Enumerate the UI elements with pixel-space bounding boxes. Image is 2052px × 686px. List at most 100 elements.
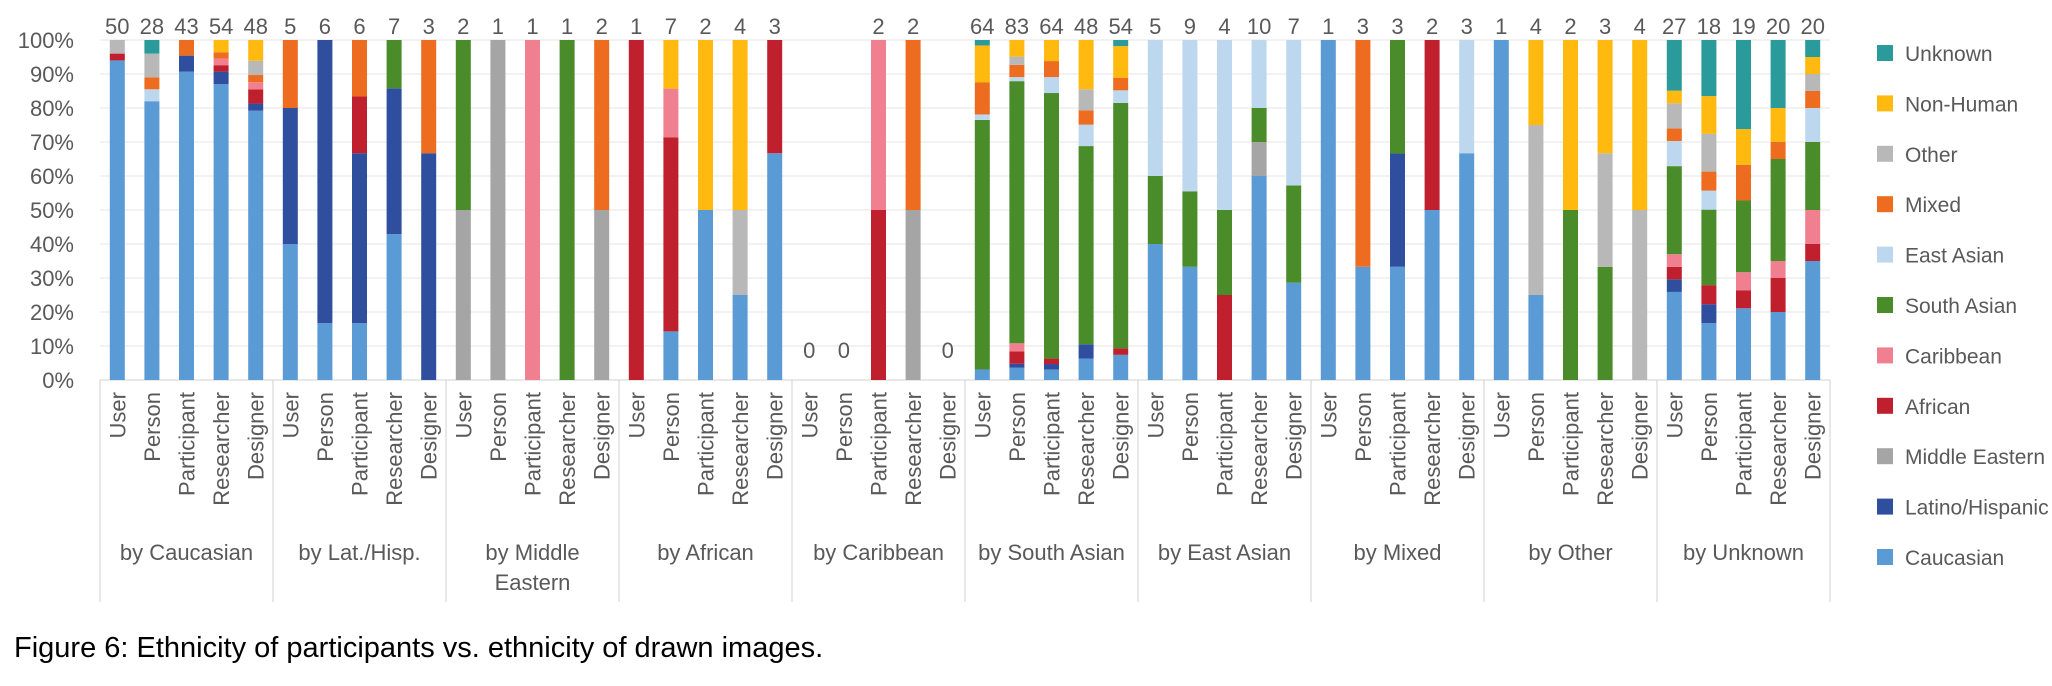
x-tick-label: User bbox=[970, 392, 995, 438]
bar-segment bbox=[213, 52, 229, 59]
data-label: 4 bbox=[734, 14, 746, 39]
data-label: 3 bbox=[1599, 14, 1611, 39]
bar-segment bbox=[1736, 308, 1751, 380]
bar-segment bbox=[421, 153, 437, 380]
x-tick-label: Person bbox=[140, 392, 165, 462]
bar-segment bbox=[1078, 89, 1094, 111]
x-tick-label: Designer bbox=[936, 392, 961, 480]
bar-segment bbox=[1078, 358, 1094, 380]
group-label-line: by Other bbox=[1528, 540, 1612, 565]
bar-segment bbox=[386, 40, 402, 89]
bar-segment bbox=[109, 53, 125, 61]
x-tick-label: Researcher bbox=[728, 392, 753, 506]
x-tick-label: User bbox=[105, 392, 130, 438]
y-tick-label: 10% bbox=[30, 334, 74, 359]
bar-segment bbox=[386, 88, 402, 235]
bar-segment bbox=[1044, 364, 1059, 370]
bar-segment bbox=[1044, 77, 1059, 94]
legend-swatch bbox=[1877, 95, 1893, 112]
legend-label: Non-Human bbox=[1905, 93, 2018, 116]
x-tick-label: Participant bbox=[1386, 392, 1411, 496]
bar-segment bbox=[1666, 166, 1682, 255]
data-label: 20 bbox=[1766, 14, 1790, 39]
bar-segment bbox=[1805, 108, 1821, 142]
bar-segment bbox=[248, 82, 264, 90]
legend-label: Mixed bbox=[1905, 194, 1961, 217]
x-tick-label: Participant bbox=[694, 392, 719, 496]
x-tick-label: Participant bbox=[1559, 392, 1584, 496]
bar-segment bbox=[1009, 40, 1025, 57]
x-tick-label: Participant bbox=[1040, 392, 1065, 496]
bar-segment bbox=[213, 58, 229, 66]
bar-segment bbox=[1286, 185, 1302, 283]
bar-segment bbox=[213, 84, 229, 380]
x-tick-label: User bbox=[624, 392, 649, 438]
data-label: 64 bbox=[970, 14, 994, 39]
bar-segment bbox=[732, 40, 748, 210]
data-label: 1 bbox=[1322, 14, 1334, 39]
group-label: by Caucasian bbox=[120, 540, 253, 565]
bar-segment bbox=[1666, 40, 1682, 91]
bar-segment bbox=[1251, 40, 1267, 108]
data-label: 7 bbox=[665, 14, 677, 39]
bar-segment bbox=[282, 244, 298, 380]
bar-segment bbox=[248, 103, 264, 111]
bar-segment bbox=[1805, 142, 1821, 210]
bar-segment bbox=[179, 55, 194, 72]
data-label: 64 bbox=[1039, 14, 1063, 39]
bar-segment bbox=[1632, 210, 1648, 380]
bar-segment bbox=[663, 137, 679, 332]
bar-segment bbox=[1493, 40, 1509, 380]
bar-segment bbox=[1666, 279, 1682, 292]
x-tick-label: User bbox=[278, 392, 303, 438]
bar-segment bbox=[1286, 282, 1302, 380]
bar-segment bbox=[1770, 159, 1786, 261]
group-label: by South Asian bbox=[978, 540, 1125, 565]
bar-segment bbox=[1736, 272, 1751, 291]
bar-segment bbox=[282, 40, 298, 108]
y-tick-label: 60% bbox=[30, 164, 74, 189]
bar-segment bbox=[386, 234, 402, 380]
bar-segment bbox=[1805, 244, 1821, 261]
bar-segment bbox=[1563, 210, 1578, 380]
bar-segment bbox=[1078, 146, 1094, 345]
bar-segment bbox=[213, 65, 229, 72]
data-label: 3 bbox=[1461, 14, 1473, 39]
bar-segment bbox=[1805, 57, 1821, 74]
x-tick-label: Person bbox=[1005, 392, 1030, 462]
bar-segment bbox=[1113, 90, 1129, 103]
y-tick-label: 70% bbox=[30, 130, 74, 155]
group-label: by Middle Eastern bbox=[485, 540, 579, 595]
bar-segment bbox=[905, 40, 921, 210]
x-tick-label: User bbox=[1316, 392, 1341, 438]
bar-segment bbox=[732, 295, 748, 380]
x-tick-label: User bbox=[797, 392, 822, 438]
group-label-line: by Unknown bbox=[1683, 540, 1804, 565]
x-tick-label: Person bbox=[1524, 392, 1549, 462]
bar-segment bbox=[1736, 164, 1751, 201]
bar-segment bbox=[1805, 210, 1821, 244]
bar-segment bbox=[1666, 266, 1682, 280]
bar-segment bbox=[1597, 153, 1613, 267]
x-tick-label: Designer bbox=[417, 392, 442, 480]
bar-segment bbox=[1113, 354, 1129, 380]
x-tick-label: Person bbox=[1178, 392, 1203, 462]
group-label: by Caribbean bbox=[813, 540, 944, 565]
bar-segment bbox=[1009, 56, 1025, 65]
chart: 0% 10% 20% 30% 40% 50% 60% 70% 80% 90% 100% 50 User 2… bbox=[18, 14, 2049, 602]
bar-segment bbox=[663, 331, 679, 380]
bar-segment bbox=[1701, 40, 1717, 97]
bar-segment bbox=[594, 40, 610, 210]
bar-segment bbox=[1251, 176, 1267, 380]
bar-segment bbox=[1009, 367, 1025, 380]
bar-segment bbox=[1528, 125, 1544, 295]
bar-segment bbox=[663, 40, 679, 89]
group-label: by East Asian bbox=[1158, 540, 1291, 565]
figure-caption: Figure 6: Ethnicity of participants vs. … bbox=[14, 632, 824, 664]
bar-segment bbox=[1805, 261, 1821, 380]
x-tick-label: Designer bbox=[1282, 392, 1307, 480]
group-label: by Other bbox=[1528, 540, 1612, 565]
x-tick-label: User bbox=[1143, 392, 1168, 438]
legend-swatch bbox=[1877, 549, 1893, 565]
x-tick-label: Designer bbox=[1801, 392, 1826, 480]
